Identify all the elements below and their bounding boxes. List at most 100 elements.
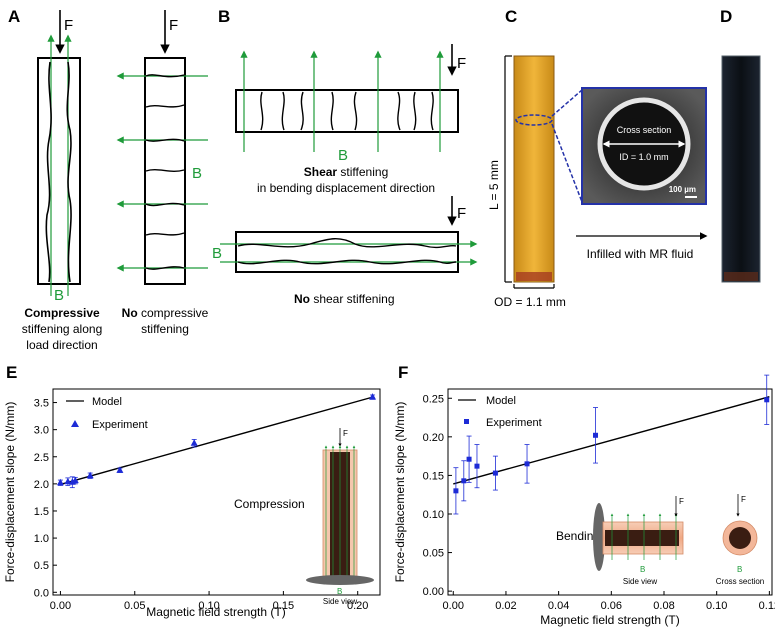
chart-e-inset-view: Side view — [323, 597, 357, 606]
compression-schematic: F B Side view — [306, 428, 374, 606]
chart-e-frame — [52, 388, 381, 596]
panel-a-letter: A — [8, 7, 20, 26]
y-tick-label: 1.5 — [34, 506, 49, 518]
panel-b: B F B Shear stiffening in bending displa… — [212, 7, 478, 306]
particle-chain — [300, 91, 304, 131]
particle-chain — [281, 91, 285, 131]
y-tick-label: 0.5 — [34, 560, 49, 572]
y-tick-label: 3.5 — [34, 398, 49, 410]
particle-chain — [145, 232, 185, 236]
x-tick-label: 0.10 — [706, 600, 727, 612]
y-tick-label: 1.0 — [34, 533, 49, 545]
particle-chain — [237, 259, 457, 265]
data-point — [190, 439, 198, 446]
particle-chain — [145, 169, 185, 172]
panel-b-field-label: B — [338, 147, 348, 164]
particle-chain — [45, 61, 52, 283]
panel-b-shear-beam — [235, 89, 459, 133]
panel-a-compressive-column — [37, 57, 81, 285]
particle-chain — [145, 104, 185, 108]
chart-f-inset-force-2: F — [741, 495, 746, 504]
clamp-plate — [593, 503, 605, 571]
panel-a-left-caption-line2: stiffening along — [22, 322, 103, 336]
y-tick-label: 3.0 — [34, 425, 49, 437]
particle-chain — [237, 238, 457, 249]
data-point — [56, 478, 64, 486]
panel-d: D — [720, 7, 761, 283]
particle-chain — [145, 266, 185, 270]
chart-f: F 0.00 0.02 0.04 0.06 0.08 0.10 0.12 0.00 0.05 0.… — [393, 363, 775, 627]
data-point — [524, 461, 530, 467]
data-point — [369, 393, 377, 400]
inset-title: Cross section — [617, 125, 672, 135]
data-point — [86, 471, 94, 479]
particle-chain — [66, 61, 72, 283]
cross-section-marker — [515, 114, 553, 126]
panel-a-right-caption-line2: stiffening — [141, 322, 189, 336]
chart-e: E 0.00 0.05 0.10 0.15 0.20 0.0 0.5 1.0 1.5 2.0 2.5… — [3, 363, 381, 619]
chart-f-inset-view-1: Side view — [623, 577, 657, 586]
panel-a-right-caption-line1: No compressive — [122, 306, 209, 320]
chart-f-legend-experiment: Experiment — [486, 417, 542, 429]
y-tick-label: 0.10 — [423, 509, 444, 521]
data-point — [116, 466, 124, 473]
inner-diameter-label: ID = 1.0 mm — [619, 152, 668, 162]
data-point — [71, 476, 79, 484]
particle-chain — [145, 74, 185, 78]
panel-b-no-shear-beam — [235, 231, 459, 273]
particle-chain — [397, 91, 401, 131]
x-tick-label: 0.02 — [495, 600, 516, 612]
x-tick-label: 0.20 — [347, 600, 368, 612]
panel-f-letter: F — [398, 363, 408, 382]
y-tick-label: 0.25 — [423, 393, 444, 405]
y-tick-label: 0.00 — [423, 586, 444, 598]
chart-f-inset-field-2: B — [737, 565, 742, 574]
x-tick-label: 0.04 — [548, 600, 569, 612]
infill-label: Infilled with MR fluid — [587, 247, 694, 261]
panel-b-force-label: F — [457, 55, 466, 72]
particle-chain — [145, 138, 185, 142]
bending-schematic: F B Side view F B Cross section — [593, 494, 764, 586]
panel-b-top-caption-line1: Shear stiffening — [304, 165, 389, 179]
panel-b-letter: B — [218, 7, 230, 26]
panel-a-force-label-2: F — [169, 17, 178, 34]
data-point — [68, 478, 76, 485]
data-point — [764, 397, 770, 403]
cross-section-core — [729, 527, 751, 549]
data-point — [593, 432, 599, 438]
panel-a-field-label-2: B — [192, 165, 202, 182]
particle-chain — [353, 91, 358, 131]
chart-f-inset-label: Bending — [556, 529, 600, 543]
tube-length-label: L = 5 mm — [487, 160, 501, 210]
chart-f-inset-view-2: Cross section — [716, 577, 764, 586]
data-point — [474, 463, 480, 469]
panel-a-left-caption-bold: Compressive — [24, 306, 100, 320]
chart-e-inset-field: B — [337, 587, 342, 596]
particle-chain — [330, 91, 334, 131]
filled-tube — [721, 55, 761, 283]
zoom-line — [551, 123, 583, 203]
chart-e-x-axis-label: Magnetic field strength (T) — [146, 605, 285, 619]
scale-bar-label: 100 µm — [669, 185, 696, 194]
chart-f-inset-field-1: B — [640, 565, 645, 574]
particle-chain — [413, 91, 417, 131]
panel-b-force-label-2: F — [457, 205, 466, 222]
panel-b-field-label-2: B — [212, 245, 222, 262]
chart-e-legend-marker — [71, 420, 79, 427]
particle-chain — [430, 91, 434, 131]
panel-a-field-label: B — [54, 287, 64, 304]
panel-d-letter: D — [720, 7, 732, 26]
filled-tube-end — [724, 272, 758, 281]
chart-f-frame — [447, 388, 773, 596]
chart-e-legend-model: Model — [92, 396, 122, 408]
sample-core — [605, 530, 679, 546]
y-tick-label: 2.5 — [34, 452, 49, 464]
panel-a-left-caption-line3: load direction — [26, 338, 97, 352]
particle-chain — [145, 202, 185, 207]
model-line — [453, 396, 770, 485]
model-line — [60, 396, 373, 486]
y-tick-label: 0.20 — [423, 432, 444, 444]
x-tick-label: 0.12 — [759, 600, 775, 612]
x-tick-label: 0.06 — [601, 600, 622, 612]
